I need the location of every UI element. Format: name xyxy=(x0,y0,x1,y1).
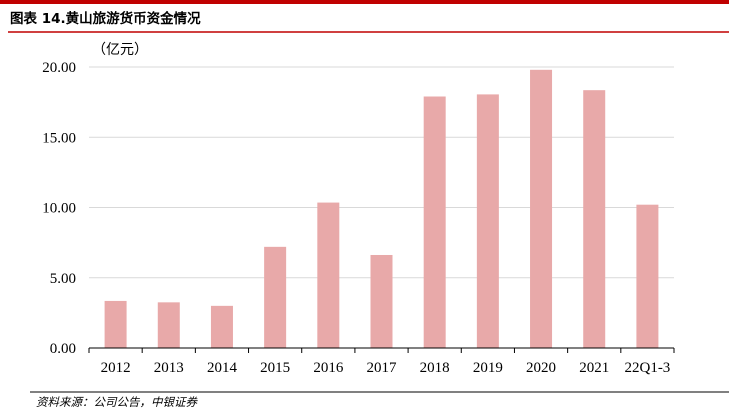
y-axis-ticks: 0.00 5.00 10.00 15.00 20.00 xyxy=(42,60,76,357)
x-tick-label: 22Q1-3 xyxy=(624,360,670,376)
x-tick-label: 2014 xyxy=(207,360,238,376)
y-tick-label: 20.00 xyxy=(42,60,76,76)
top-accent-bar xyxy=(0,0,729,4)
y-tick-label: 5.00 xyxy=(50,271,76,287)
bar-2017 xyxy=(370,254,393,348)
x-tick-label: 2019 xyxy=(473,360,503,376)
x-tick-label: 2015 xyxy=(260,360,290,376)
bar-2018 xyxy=(423,96,446,348)
x-tick-label: 2020 xyxy=(526,360,556,376)
gridlines xyxy=(89,66,674,279)
y-tick-label: 0.00 xyxy=(50,341,76,357)
bar-2013 xyxy=(157,302,180,348)
x-tick-label: 2018 xyxy=(420,360,450,376)
unit-label: （亿元） xyxy=(92,42,148,58)
bar-2019 xyxy=(476,94,499,349)
x-axis-ticks: 2012 2013 2014 2015 2016 2017 2018 2019 2020 2021… xyxy=(88,348,675,376)
x-tick-label: 2016 xyxy=(313,360,344,376)
bar-2016 xyxy=(317,202,340,348)
bar-series xyxy=(104,69,659,349)
bar-2020 xyxy=(530,69,553,348)
x-tick-label: 2012 xyxy=(101,360,131,376)
x-tick-label: 2013 xyxy=(154,360,184,376)
y-tick-label: 15.00 xyxy=(42,130,76,146)
bar-22Q1-3 xyxy=(636,204,659,348)
source-note: 资料来源：公司公告，中银证券 xyxy=(36,395,198,409)
chart-title: 图表 14.黄山旅游货币资金情况 xyxy=(10,10,201,27)
bar-2015 xyxy=(264,246,287,348)
x-tick-label: 2021 xyxy=(579,360,609,376)
bar-2012 xyxy=(104,300,127,348)
bar-2021 xyxy=(583,90,606,349)
bar-2014 xyxy=(210,305,233,348)
y-tick-label: 10.00 xyxy=(42,201,76,217)
x-tick-label: 2017 xyxy=(367,360,398,376)
